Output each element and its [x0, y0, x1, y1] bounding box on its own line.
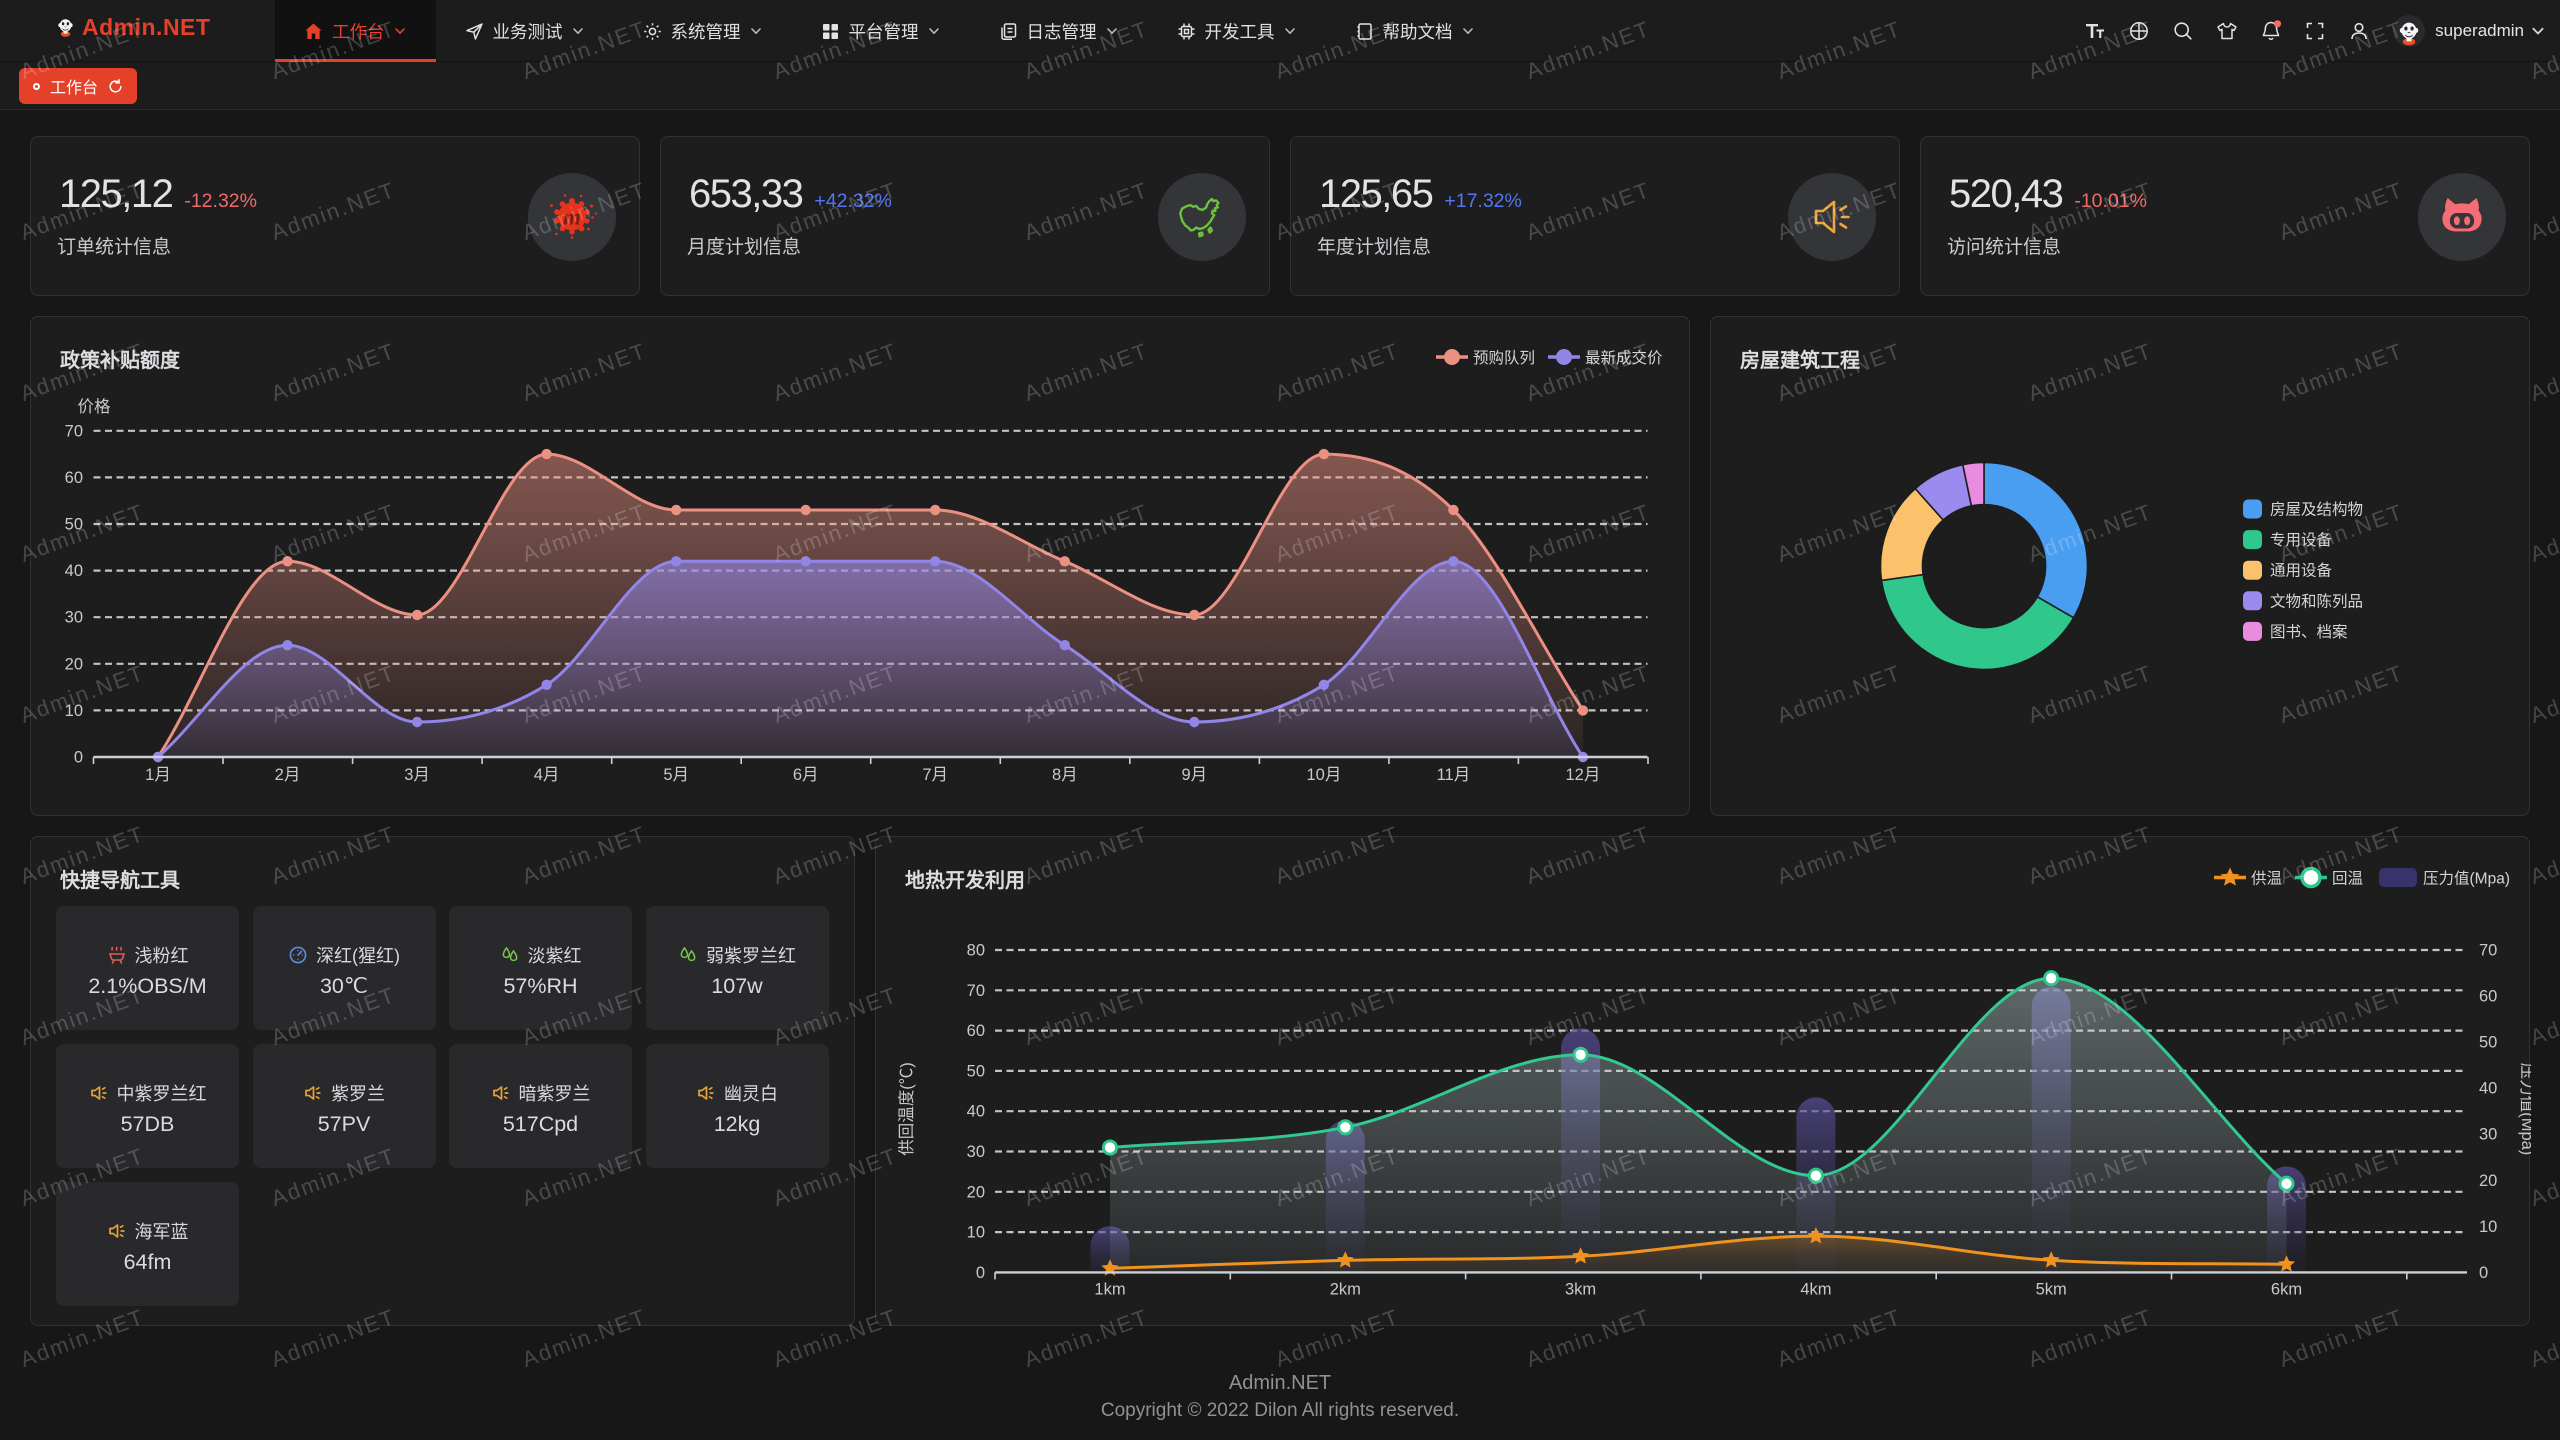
svg-text:6km: 6km: [2271, 1280, 2302, 1298]
svg-text:60: 60: [65, 469, 83, 487]
svg-text:Admin.NET: Admin.NET: [2527, 982, 2560, 1050]
svg-text:回温: 回温: [2332, 870, 2363, 888]
svg-text:20: 20: [967, 1183, 985, 1201]
svg-text:0: 0: [2479, 1264, 2488, 1282]
svg-text:压力值(Mpa): 压力值(Mpa): [2423, 870, 2510, 888]
svg-text:4月: 4月: [534, 766, 560, 784]
svg-text:Admin.NET: Admin.NET: [2527, 177, 2560, 245]
svg-text:m: m: [563, 205, 581, 230]
svg-text:40: 40: [967, 1103, 985, 1121]
svg-text:4km: 4km: [1800, 1280, 1831, 1298]
svg-text:40: 40: [65, 562, 83, 580]
svg-text:供回温度(℃): 供回温度(℃): [897, 1062, 916, 1156]
svg-text:7月: 7月: [922, 766, 948, 784]
svg-text:Admin.NET: Admin.NET: [2527, 1143, 2560, 1211]
svg-text:6月: 6月: [793, 766, 819, 784]
svg-text:预购队列: 预购队列: [1473, 349, 1535, 367]
svg-text:11月: 11月: [1437, 766, 1471, 784]
svg-text:0: 0: [74, 749, 83, 767]
svg-text:专用设备: 专用设备: [2270, 531, 2333, 549]
svg-text:3月: 3月: [404, 766, 430, 784]
svg-text:Admin.NET: Admin.NET: [2527, 660, 2560, 728]
svg-text:30: 30: [65, 609, 83, 627]
svg-text:0: 0: [976, 1264, 985, 1282]
svg-text:Admin.NET: Admin.NET: [2527, 1304, 2560, 1372]
svg-text:20: 20: [2479, 1172, 2497, 1190]
svg-text:20: 20: [65, 655, 83, 673]
svg-text:10: 10: [65, 702, 83, 720]
svg-text:Admin.NET: Admin.NET: [2527, 499, 2560, 567]
svg-text:5月: 5月: [663, 766, 689, 784]
svg-text:Admin.NET: Admin.NET: [2527, 821, 2560, 889]
svg-text:40: 40: [2479, 1080, 2497, 1098]
svg-text:价格: 价格: [78, 397, 112, 416]
svg-text:压力值(Mpa): 压力值(Mpa): [2518, 1063, 2531, 1156]
svg-text:10: 10: [967, 1224, 985, 1242]
svg-text:80: 80: [967, 942, 985, 960]
svg-text:3km: 3km: [1565, 1280, 1596, 1298]
svg-text:70: 70: [967, 982, 985, 1000]
svg-text:最新成交价: 最新成交价: [1585, 349, 1663, 367]
svg-text:30: 30: [2479, 1126, 2497, 1144]
svg-text:房屋及结构物: 房屋及结构物: [2270, 501, 2363, 519]
svg-text:10月: 10月: [1306, 766, 1341, 784]
svg-text:9月: 9月: [1181, 766, 1207, 784]
svg-text:1月: 1月: [145, 766, 171, 784]
svg-text:60: 60: [967, 1022, 985, 1040]
svg-text:8月: 8月: [1052, 766, 1078, 784]
svg-text:50: 50: [65, 516, 83, 534]
svg-text:50: 50: [967, 1062, 985, 1080]
svg-text:1km: 1km: [1094, 1280, 1125, 1298]
svg-text:70: 70: [2479, 942, 2497, 960]
svg-text:文物和陈列品: 文物和陈列品: [2270, 592, 2363, 610]
svg-text:Admin.NET: Admin.NET: [2527, 338, 2560, 406]
svg-text:2月: 2月: [275, 766, 301, 784]
svg-text:图书、档案: 图书、档案: [2270, 623, 2348, 641]
svg-text:通用设备: 通用设备: [2270, 562, 2333, 580]
svg-text:10: 10: [2479, 1218, 2497, 1236]
svg-text:供温: 供温: [2251, 870, 2282, 888]
svg-text:60: 60: [2479, 988, 2497, 1006]
svg-text:12月: 12月: [1565, 766, 1600, 784]
svg-text:5km: 5km: [2036, 1280, 2067, 1298]
svg-text:70: 70: [65, 422, 83, 440]
svg-text:2km: 2km: [1330, 1280, 1361, 1298]
svg-text:50: 50: [2479, 1034, 2497, 1052]
svg-text:30: 30: [967, 1143, 985, 1161]
